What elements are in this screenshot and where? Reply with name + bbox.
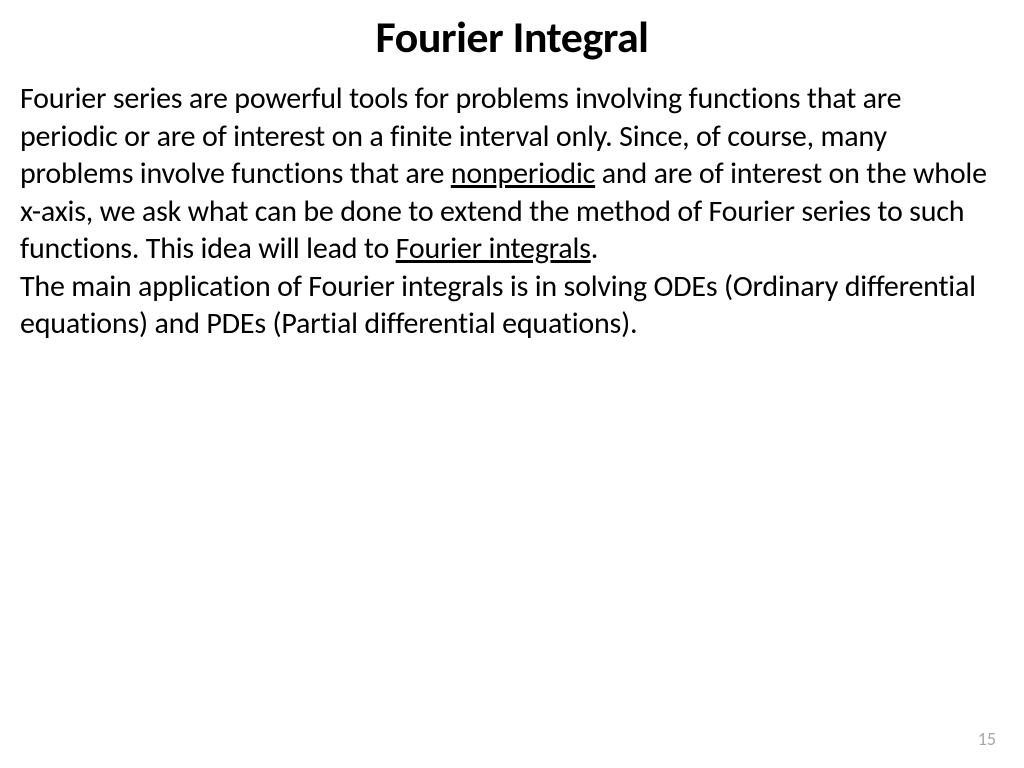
page-number: 15 <box>978 728 996 750</box>
body-text-3: . <box>591 230 598 267</box>
slide-container: Fourier Integral Fourier series are powe… <box>0 0 1024 768</box>
underlined-fourier-integrals: Fourier integrals <box>396 230 591 267</box>
slide-title: Fourier Integral <box>20 10 1004 64</box>
underlined-nonperiodic: nonperiodic <box>451 155 595 192</box>
body-paragraph-2: The main application of Fourier integral… <box>20 268 976 343</box>
slide-body: Fourier series are powerful tools for pr… <box>20 80 1004 343</box>
